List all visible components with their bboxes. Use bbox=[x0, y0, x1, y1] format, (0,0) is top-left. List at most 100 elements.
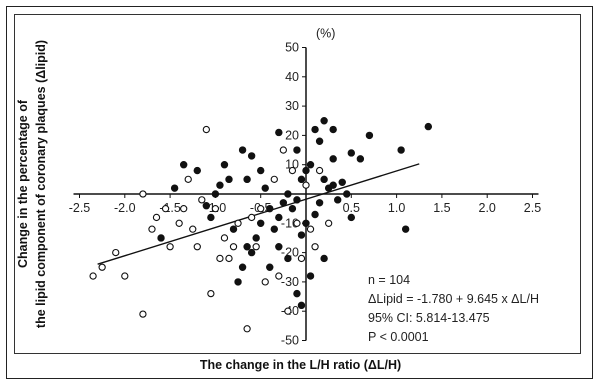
data-point-open bbox=[152, 213, 161, 222]
data-point-open bbox=[293, 219, 301, 227]
data-point-filled bbox=[334, 196, 342, 204]
data-point-filled bbox=[297, 301, 306, 310]
data-point-open bbox=[311, 243, 319, 251]
data-point-filled bbox=[293, 196, 301, 204]
data-point-filled bbox=[320, 254, 328, 263]
data-point-open bbox=[112, 248, 120, 257]
data-point-open bbox=[279, 146, 287, 154]
data-point-open bbox=[193, 243, 201, 251]
data-point-open bbox=[189, 225, 197, 233]
data-point-open bbox=[216, 254, 224, 263]
data-point-filled bbox=[329, 125, 337, 134]
data-point-open bbox=[148, 225, 156, 233]
data-point-open bbox=[225, 254, 233, 263]
y-tick-label: 40 bbox=[285, 70, 299, 84]
x-tick-label: -2.0 bbox=[114, 201, 136, 215]
data-point-open bbox=[161, 204, 170, 213]
data-point-filled bbox=[257, 166, 265, 175]
data-point-filled bbox=[297, 231, 306, 239]
data-point-filled bbox=[293, 146, 301, 154]
data-point-filled bbox=[211, 190, 220, 198]
data-point-open bbox=[302, 181, 310, 189]
data-point-filled bbox=[302, 219, 310, 228]
data-point-open bbox=[89, 272, 97, 280]
data-point-filled bbox=[193, 166, 201, 175]
data-point-filled bbox=[347, 149, 355, 157]
data-point-filled bbox=[243, 175, 251, 184]
data-point-open bbox=[184, 175, 192, 183]
stat-line: P < 0.0001 bbox=[368, 330, 429, 344]
data-point-filled bbox=[311, 210, 319, 219]
data-point-filled bbox=[216, 181, 224, 189]
data-point-filled bbox=[252, 234, 260, 242]
axes bbox=[73, 47, 539, 341]
data-point-filled bbox=[270, 225, 278, 233]
figure-frame bbox=[6, 6, 593, 379]
data-point-filled bbox=[238, 146, 247, 154]
data-point-filled bbox=[338, 178, 346, 186]
data-point-open bbox=[198, 196, 206, 204]
data-point-open bbox=[220, 234, 229, 242]
y-tick-label: 20 bbox=[285, 128, 299, 142]
x-tick-label: 2.5 bbox=[524, 201, 541, 215]
data-point-filled bbox=[293, 289, 301, 298]
data-point-filled bbox=[302, 166, 310, 175]
data-point-filled bbox=[297, 175, 306, 184]
x-tick-label: 2.0 bbox=[479, 201, 496, 215]
y-tick-label: 50 bbox=[285, 41, 299, 55]
data-point-open bbox=[306, 225, 315, 233]
data-point-filled bbox=[157, 234, 165, 242]
y-tick-label: -30 bbox=[281, 275, 299, 289]
points-layer bbox=[89, 117, 433, 333]
plot-frame bbox=[14, 14, 581, 354]
data-point-open bbox=[180, 204, 188, 213]
y-unit-label: (%) bbox=[316, 27, 335, 41]
data-point-open bbox=[121, 272, 129, 280]
data-point-filled bbox=[266, 263, 274, 271]
data-point-filled bbox=[343, 190, 351, 198]
data-point-filled bbox=[284, 190, 292, 198]
data-point-filled bbox=[306, 161, 315, 169]
data-point-filled bbox=[320, 117, 328, 125]
data-point-open bbox=[261, 278, 269, 286]
data-point-filled bbox=[229, 225, 238, 233]
data-point-filled bbox=[247, 248, 256, 257]
data-point-filled bbox=[220, 161, 229, 169]
regression-line bbox=[97, 163, 420, 265]
data-point-filled bbox=[424, 122, 433, 131]
data-point-open bbox=[98, 263, 106, 271]
data-point-filled bbox=[315, 199, 324, 207]
stat-line: 95% CI: 5.814-13.475 bbox=[368, 311, 490, 325]
data-point-open bbox=[284, 307, 292, 315]
data-point-filled bbox=[234, 278, 242, 286]
data-point-open bbox=[297, 254, 306, 263]
data-point-filled bbox=[225, 175, 233, 184]
y-tick-label: -10 bbox=[281, 216, 299, 230]
data-point-open bbox=[166, 243, 174, 251]
data-point-open bbox=[175, 219, 183, 227]
data-point-open bbox=[207, 289, 215, 298]
data-point-open bbox=[247, 213, 256, 222]
data-point-open bbox=[275, 272, 283, 280]
y-tick-label: -50 bbox=[281, 334, 299, 348]
data-point-open bbox=[234, 219, 242, 227]
data-point-filled bbox=[284, 254, 292, 263]
x-tick-label: 0.5 bbox=[343, 201, 360, 215]
data-point-filled bbox=[347, 213, 355, 222]
data-point-filled bbox=[288, 204, 297, 213]
data-point-filled bbox=[170, 184, 179, 192]
data-point-open bbox=[243, 325, 251, 333]
x-axis-label: The change in the L/H ratio (ΔL/H) bbox=[199, 358, 402, 372]
data-point-filled bbox=[329, 155, 337, 163]
data-point-filled bbox=[202, 202, 211, 210]
data-point-open bbox=[202, 125, 210, 134]
data-point-filled bbox=[261, 184, 269, 192]
ticks: (%)-2.5-2.0-1.5-1.0-0.50.51.01.52.02.550… bbox=[69, 27, 542, 348]
data-point-filled bbox=[275, 128, 283, 137]
stats-block: n = 104 ΔLipid = -1.780 + 9.645 x ΔL/H 95%… bbox=[368, 273, 539, 344]
data-point-open bbox=[252, 243, 260, 251]
data-point-filled bbox=[275, 243, 283, 251]
data-point-open bbox=[139, 310, 147, 318]
data-point-filled bbox=[356, 155, 365, 163]
